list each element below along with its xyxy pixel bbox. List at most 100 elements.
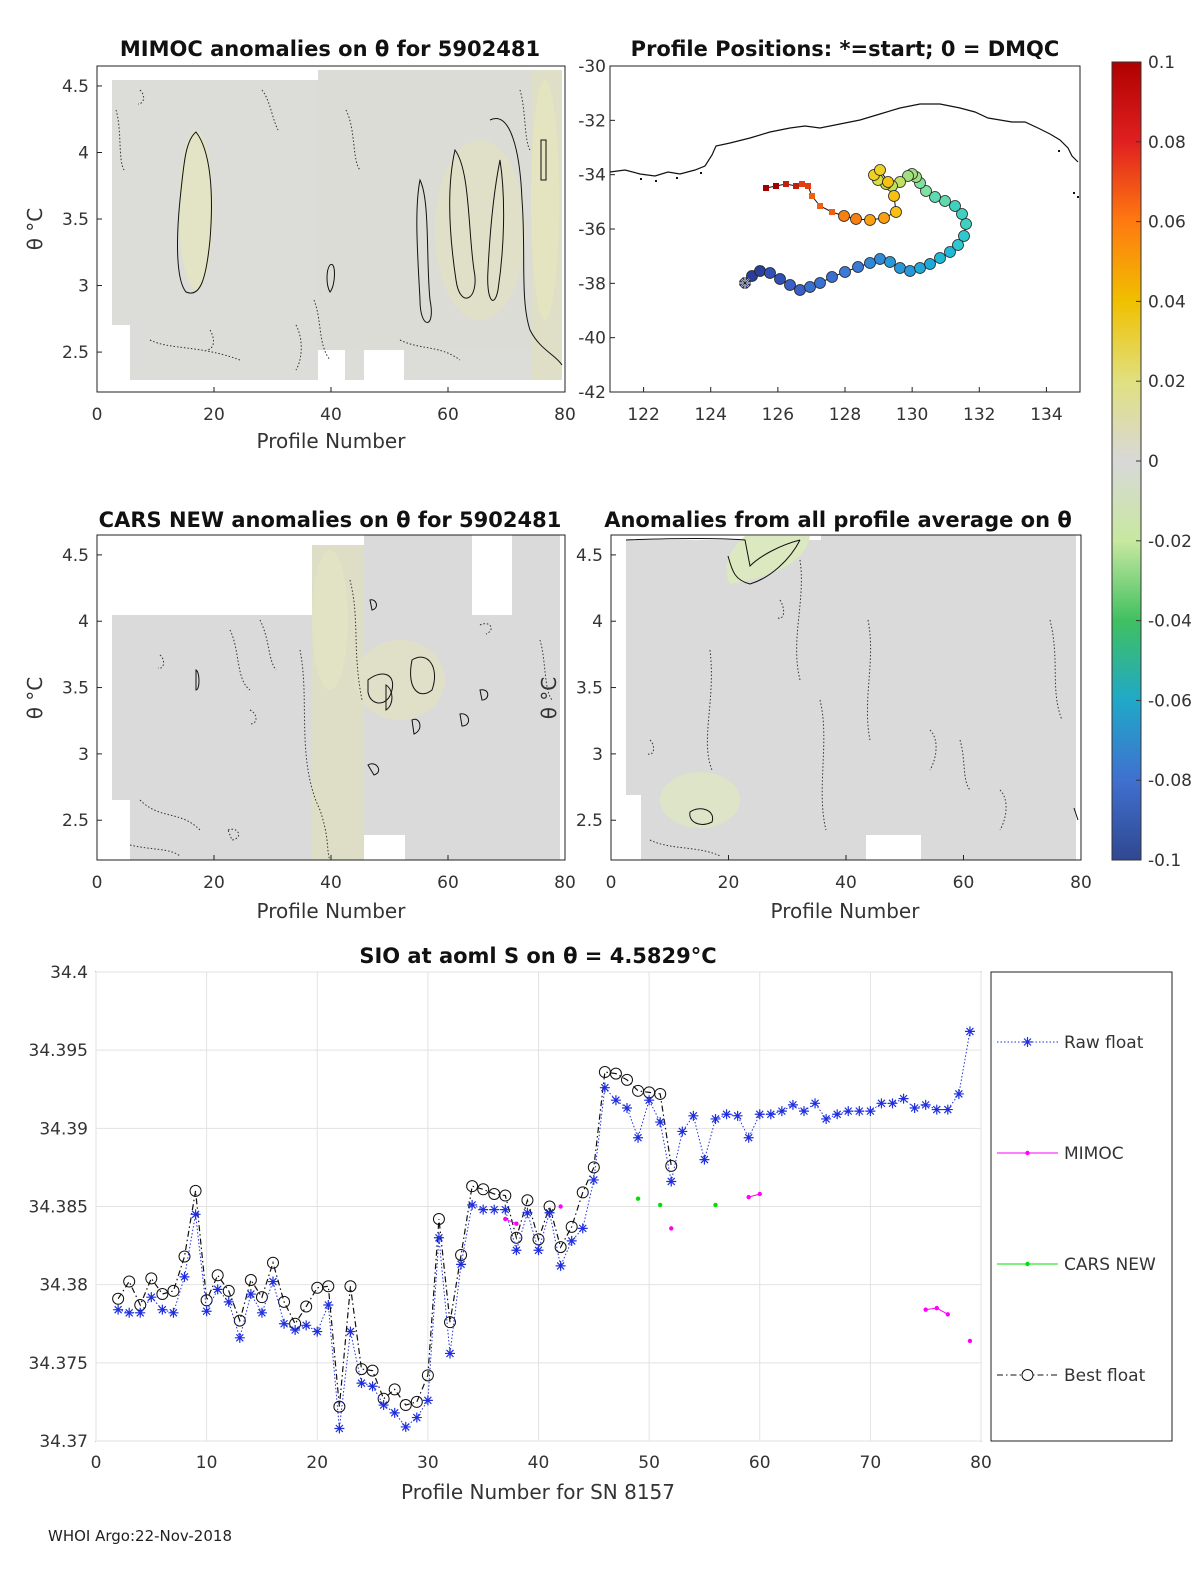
- track-point-dmqc: [960, 218, 972, 230]
- mimoc-point: [934, 1305, 939, 1311]
- allavg-xtick-label: 60: [953, 873, 975, 893]
- track-point-realtime: [809, 193, 815, 199]
- mimoc-point: [945, 1312, 951, 1317]
- mimoc-ytick-label: 2.5: [62, 343, 89, 363]
- raw-float-point: [610, 1095, 621, 1106]
- best-float-point: [432, 1213, 445, 1226]
- track-point-realtime: [817, 203, 823, 209]
- best-float-point: [167, 1284, 180, 1297]
- raw-float-point: [854, 1106, 865, 1117]
- salinity-xtick-label: 0: [91, 1453, 102, 1473]
- raw-float-point: [179, 1271, 190, 1282]
- allavg-heatmap-field: [626, 535, 1076, 860]
- track-point-dmqc: [884, 256, 896, 268]
- track-point-dmqc: [939, 195, 951, 207]
- positions-ytick-label: -42: [578, 383, 606, 403]
- legend-cars-new-marker: [1025, 1261, 1030, 1267]
- mimoc-xlabel: Profile Number: [257, 429, 407, 453]
- raw-float-point: [533, 1245, 544, 1256]
- raw-float-point: [500, 1204, 511, 1215]
- colorbar: 0.1 0.08 0.06 0.04 0.02 0 -0.02 -0.04 -0.06 -0.08…: [1111, 53, 1192, 871]
- raw-float-point: [810, 1098, 821, 1109]
- colorbar-tick-label: -0.02: [1148, 532, 1192, 552]
- raw-float-point: [433, 1232, 444, 1243]
- mimoc-title: MIMOC anomalies on θ for 5902481: [120, 37, 540, 61]
- best-float-point: [322, 1280, 335, 1293]
- raw-float-point: [821, 1113, 832, 1124]
- allavg-ytick-label: 3: [592, 745, 603, 765]
- raw-float-point: [555, 1260, 566, 1271]
- mimoc-ticks: 0 20 40 60 80 2.5 3 3.5 4 4.5: [62, 77, 576, 425]
- mimoc-xtick-label: 40: [320, 405, 342, 425]
- best-float-point: [267, 1256, 279, 1269]
- legend-box: [990, 971, 1173, 1442]
- raw-float-point: [190, 1209, 201, 1220]
- best-float-point: [388, 1383, 401, 1396]
- raw-float-point: [522, 1207, 533, 1218]
- cars-new-point: [635, 1196, 641, 1201]
- track-point-dmqc: [924, 258, 936, 270]
- positions-ytick-label: -32: [578, 111, 606, 131]
- best-float-point: [333, 1400, 346, 1413]
- raw-float-point: [909, 1103, 920, 1114]
- allavg-xtick-label: 80: [1070, 873, 1092, 893]
- allavg-ytick-label: 2.5: [576, 811, 603, 831]
- mimoc-xtick-label: 0: [92, 405, 103, 425]
- raw-float-point: [411, 1412, 422, 1423]
- track-point-dmqc: [878, 212, 890, 224]
- raw-float-point: [577, 1223, 588, 1234]
- best-float-point: [565, 1220, 578, 1233]
- best-float-point: [466, 1180, 479, 1193]
- raw-float-point: [666, 1176, 677, 1187]
- track-point-dmqc: [952, 239, 964, 251]
- track-point-dmqc: [902, 170, 914, 182]
- salinity-ytick-label: 34.38: [39, 1276, 88, 1296]
- salinity-ytick-label: 34.39: [39, 1119, 88, 1139]
- colorbar-tick-label: 0.02: [1148, 372, 1186, 392]
- raw-float-point: [776, 1106, 787, 1117]
- colorbar-tick-label: 0.1: [1148, 53, 1175, 73]
- raw-float-point: [644, 1095, 655, 1106]
- mimoc-ytick-label: 3: [78, 277, 89, 297]
- track-point-realtime: [763, 185, 769, 191]
- best-float-point: [444, 1316, 456, 1329]
- raw-float-point: [489, 1204, 500, 1215]
- salinity-series: [112, 1026, 975, 1434]
- track-point-dmqc: [838, 210, 850, 222]
- colorbar-tick-label: 0.08: [1148, 133, 1186, 153]
- track-point-realtime: [773, 183, 779, 189]
- track-point-dmqc: [774, 273, 786, 285]
- allavg-ylabel: θ °C: [537, 677, 561, 720]
- mimoc-xtick-label: 20: [203, 405, 225, 425]
- colorbar-tick-label: -0.04: [1148, 612, 1192, 632]
- positions-xtick-label: 128: [829, 405, 861, 425]
- salinity-ytick-label: 34.385: [29, 1198, 88, 1218]
- cars-new-point: [713, 1202, 718, 1208]
- raw-float-point: [268, 1276, 278, 1287]
- raw-float-point: [290, 1325, 301, 1335]
- positions-ytick-label: -30: [578, 57, 606, 77]
- cars-ticks: 0 20 40 60 80 2.5 3 3.5 4 4.5: [62, 546, 576, 893]
- raw-float-point: [843, 1106, 854, 1117]
- track-point-dmqc: [920, 185, 932, 197]
- raw-float-point: [389, 1407, 400, 1418]
- raw-float-point: [445, 1348, 455, 1359]
- raw-float-point: [157, 1304, 168, 1315]
- raw-float-point: [931, 1104, 942, 1115]
- colorbar-ticks: 0.1 0.08 0.06 0.04 0.02 0 -0.02 -0.04 -0.06 -0.08…: [1136, 53, 1192, 871]
- allavg-ticks: 0 20 40 60 80 2.5 3 3.5 4 4.5: [576, 546, 1092, 893]
- track-point-dmqc: [794, 284, 806, 296]
- colorbar-tick-label: 0: [1148, 452, 1159, 472]
- raw-float-point: [743, 1132, 754, 1143]
- salinity-xlabel: Profile Number for SN 8157: [401, 1480, 675, 1504]
- cars-xtick-label: 0: [92, 873, 103, 893]
- mimoc-point: [757, 1191, 762, 1197]
- raw-float-point: [920, 1099, 931, 1110]
- track-point-dmqc: [852, 261, 864, 273]
- track-point-realtime: [783, 181, 789, 187]
- allavg-title: Anomalies from all profile average on θ: [604, 508, 1072, 532]
- mimoc-ytick-label: 4: [78, 143, 89, 163]
- colorbar-tick-label: 0.06: [1148, 213, 1186, 233]
- raw-float-point: [688, 1110, 699, 1121]
